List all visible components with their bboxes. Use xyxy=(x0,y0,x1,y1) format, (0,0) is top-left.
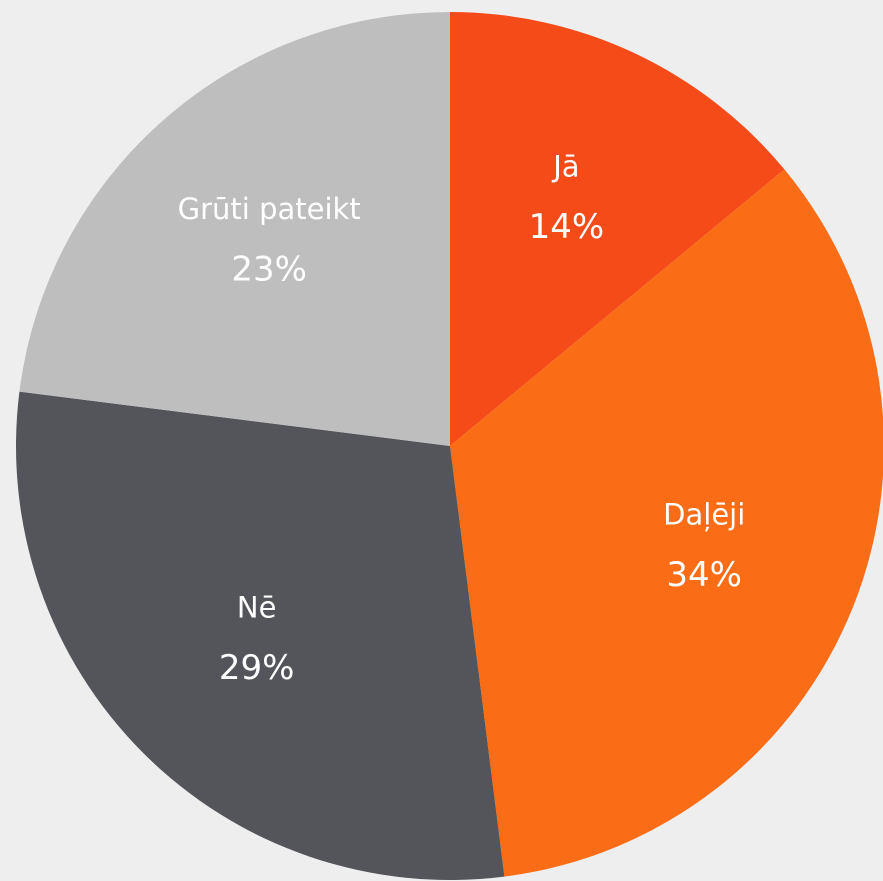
slice-label: Daļēji xyxy=(663,498,745,532)
slice-value-label: 29% xyxy=(219,648,295,688)
slice-value-label: 23% xyxy=(231,249,307,289)
slice-value-label: 14% xyxy=(529,207,605,247)
slice-label: Grūti pateikt xyxy=(178,192,361,226)
slice-label: Nē xyxy=(237,590,277,624)
pie-slice xyxy=(450,12,785,446)
slice-value-label: 34% xyxy=(666,555,742,595)
slice-label: Jā xyxy=(551,150,579,184)
pie-slice xyxy=(19,12,451,446)
pie-slice xyxy=(450,169,883,877)
pie-slice xyxy=(16,391,505,880)
